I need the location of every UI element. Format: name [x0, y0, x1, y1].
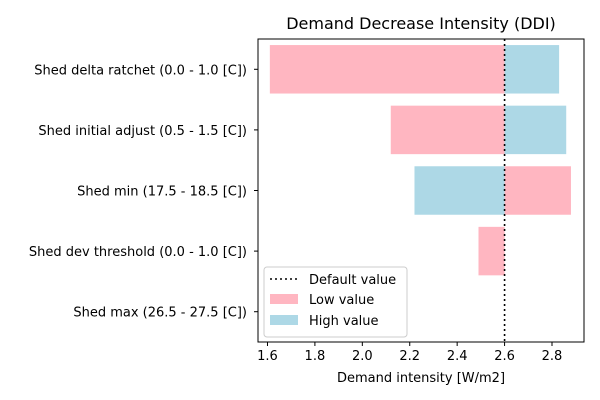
- legend-box: [263, 266, 408, 338]
- x-tick-label-4: 2.4: [447, 349, 468, 364]
- x-tick-label-6: 2.8: [542, 349, 563, 364]
- legend-swatch-0: [270, 294, 298, 304]
- y-tick-label-0: Shed delta ratchet (0.0 - 1.0 [C]): [34, 63, 247, 78]
- legend: Default value Low value High value: [263, 266, 408, 338]
- bar-high-0: [504, 45, 560, 94]
- y-tick-label-4: Shed max (26.5 - 27.5 [C]): [73, 306, 247, 321]
- bar-high-1: [504, 105, 567, 155]
- x-tick-label-0: 1.6: [257, 349, 278, 364]
- legend-label-0: Low value: [309, 293, 374, 308]
- bar-high-2: [414, 166, 505, 215]
- x-tick-label-3: 2.2: [399, 349, 420, 364]
- x-tick-label-2: 2.0: [352, 349, 373, 364]
- axes-layer: 1.6 1.8 2.0 2.2 2.4 2.6 2.8 Shed delta ratchet …: [29, 38, 585, 364]
- legend-label-1: High value: [309, 314, 379, 329]
- x-axis-label: Demand intensity [W/m2]: [337, 371, 505, 386]
- bar-low-0: [269, 45, 505, 94]
- bar-low-2: [504, 166, 571, 215]
- bar-low-3: [478, 226, 505, 276]
- chart-title: Demand Decrease Intensity (DDI): [286, 14, 556, 33]
- x-tick-label-5: 2.6: [494, 349, 515, 364]
- bar-low-1: [390, 105, 505, 155]
- y-tick-label-2: Shed min (17.5 - 18.5 [C]): [77, 185, 247, 200]
- legend-swatch-1: [270, 315, 298, 325]
- bars-layer: [269, 39, 571, 342]
- legend-default-label: Default value: [309, 273, 396, 288]
- y-tick-label-1: Shed initial adjust (0.5 - 1.5 [C]): [38, 124, 247, 139]
- x-tick-label-1: 1.8: [305, 349, 326, 364]
- y-tick-label-3: Shed dev threshold (0.0 - 1.0 [C]): [29, 245, 247, 260]
